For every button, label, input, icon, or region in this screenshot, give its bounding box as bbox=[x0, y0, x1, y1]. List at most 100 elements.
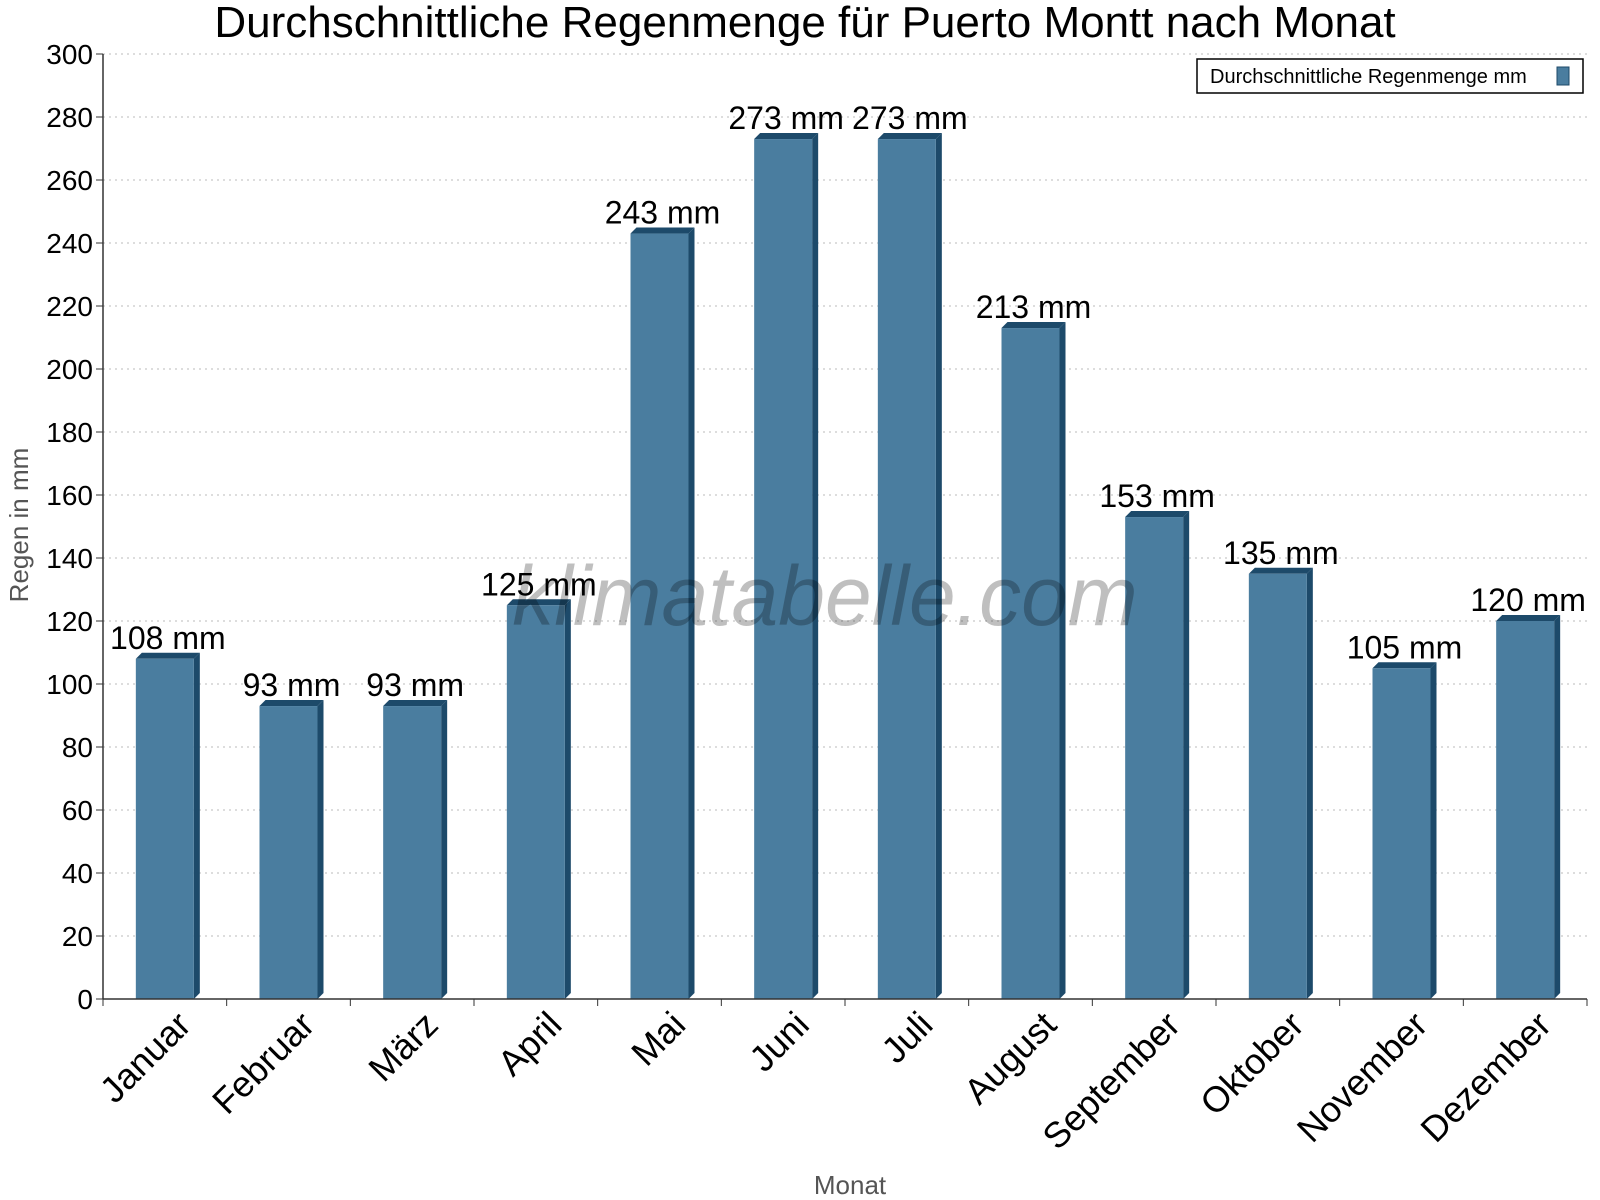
x-axis-ticks: Januar Februar März April Mai Juni Juli AugustS… bbox=[92, 999, 1588, 1157]
x-tick-label: August bbox=[956, 1004, 1064, 1112]
bar-top bbox=[1001, 322, 1066, 329]
y-tick-label: 160 bbox=[46, 480, 93, 511]
y-tick-label: 220 bbox=[46, 291, 93, 322]
x-tick-label: November bbox=[1289, 1004, 1435, 1150]
legend-swatch bbox=[1556, 66, 1570, 86]
bar-front bbox=[1125, 517, 1184, 999]
bar-front bbox=[877, 139, 936, 1000]
y-tick-label: 120 bbox=[46, 606, 93, 637]
bar-side bbox=[441, 700, 448, 999]
x-tick-label: Oktober bbox=[1192, 1004, 1312, 1124]
bar-top bbox=[630, 227, 695, 234]
bar-august: 213 mm bbox=[976, 289, 1092, 999]
bar-side bbox=[1306, 567, 1313, 999]
y-tick-label: 80 bbox=[62, 732, 93, 763]
bar-side bbox=[193, 652, 200, 999]
x-tick-label: März bbox=[360, 1004, 446, 1090]
bar-top bbox=[506, 599, 571, 606]
y-axis-ticks: 0 20 40 60 80 100 120 140 160 180 200 220 240 260 280 3… bbox=[46, 39, 103, 1015]
gridlines bbox=[103, 53, 1587, 937]
bar-top bbox=[1125, 511, 1190, 518]
bar-mai: 243 mm bbox=[605, 195, 721, 1000]
x-tick-label: Februar bbox=[204, 1004, 322, 1122]
data-label: 120 mm bbox=[1470, 582, 1586, 618]
bar-side bbox=[812, 133, 819, 1000]
y-tick-label: 280 bbox=[46, 102, 93, 133]
bar-top bbox=[1248, 567, 1313, 574]
y-tick-label: 140 bbox=[46, 543, 93, 574]
y-tick-label: 180 bbox=[46, 417, 93, 448]
bar-februar: 93 mm bbox=[243, 667, 341, 999]
data-label: 213 mm bbox=[976, 289, 1092, 325]
bar-front bbox=[383, 706, 442, 999]
bar-top bbox=[877, 133, 942, 140]
y-tick-label: 40 bbox=[62, 858, 93, 889]
bar-top bbox=[754, 133, 819, 140]
bar-front bbox=[1372, 668, 1431, 999]
bar-juli: 273 mm bbox=[852, 100, 968, 1000]
data-label: 153 mm bbox=[1099, 478, 1215, 514]
bar-juni: 273 mm bbox=[728, 100, 844, 1000]
data-label: 93 mm bbox=[366, 667, 464, 703]
bar-front bbox=[506, 605, 565, 999]
x-tick-label: Juli bbox=[873, 1004, 940, 1071]
bar-front bbox=[1248, 573, 1307, 999]
y-tick-label: 300 bbox=[46, 39, 93, 70]
x-tick-label: Januar bbox=[92, 1004, 199, 1111]
bar-side bbox=[317, 700, 324, 999]
data-label: 273 mm bbox=[728, 100, 844, 136]
bar-front bbox=[135, 658, 194, 999]
y-tick-label: 260 bbox=[46, 165, 93, 196]
bar-side bbox=[564, 599, 571, 999]
y-tick-label: 20 bbox=[62, 921, 93, 952]
bar-november: 105 mm bbox=[1347, 629, 1463, 999]
bar-side bbox=[1430, 662, 1437, 999]
data-label: 105 mm bbox=[1347, 629, 1463, 665]
bar-april: 125 mm bbox=[481, 566, 597, 999]
bar-front bbox=[1496, 621, 1555, 999]
bar-front bbox=[1001, 328, 1060, 999]
x-tick-label: Juni bbox=[741, 1004, 817, 1080]
bar-dezember: 120 mm bbox=[1470, 582, 1586, 999]
legend-box bbox=[1196, 58, 1584, 94]
x-tick-label: Dezember bbox=[1412, 1004, 1558, 1150]
y-tick-label: 240 bbox=[46, 228, 93, 259]
bar-side bbox=[688, 227, 695, 1000]
data-label: 135 mm bbox=[1223, 535, 1339, 571]
bar-januar: 108 mm bbox=[110, 620, 226, 999]
chart-title: Durchschnittliche Regenmenge für Puerto … bbox=[214, 0, 1395, 47]
bar-märz: 93 mm bbox=[366, 667, 464, 999]
bar-side bbox=[1059, 322, 1066, 999]
data-label: 108 mm bbox=[110, 620, 226, 656]
bar-top bbox=[259, 700, 324, 707]
y-tick-label: 0 bbox=[77, 984, 93, 1015]
data-label: 243 mm bbox=[605, 195, 721, 231]
bar-september: 153 mm bbox=[1099, 478, 1215, 999]
legend[interactable]: Durchschnittliche Regenmenge mm bbox=[1196, 58, 1584, 94]
bar-top bbox=[383, 700, 448, 707]
y-tick-label: 100 bbox=[46, 669, 93, 700]
y-tick-label: 200 bbox=[46, 354, 93, 385]
data-label: 273 mm bbox=[852, 100, 968, 136]
y-axis-title: Regen in mm bbox=[4, 448, 34, 603]
bar-side bbox=[1183, 511, 1190, 999]
bar-series: 108 mm 93 mm 93 mm 125 mm 243 mm 273 mm 273 mm… bbox=[110, 100, 1586, 1000]
data-label: 125 mm bbox=[481, 566, 597, 602]
x-tick-label: Mai bbox=[623, 1004, 693, 1074]
bar-top bbox=[1372, 662, 1437, 669]
x-tick-label: April bbox=[490, 1004, 570, 1084]
bar-oktober: 135 mm bbox=[1223, 535, 1339, 999]
legend-label: Durchschnittliche Regenmenge mm bbox=[1210, 66, 1527, 88]
bar-top bbox=[1496, 615, 1561, 621]
bar-side bbox=[935, 133, 942, 1000]
watermark: klimatabelle.com bbox=[512, 549, 1138, 643]
bar-front bbox=[259, 706, 318, 999]
y-tick-label: 60 bbox=[62, 795, 93, 826]
x-axis-title: Monat bbox=[814, 1170, 887, 1200]
data-label: 93 mm bbox=[243, 667, 341, 703]
bar-top bbox=[135, 652, 200, 659]
bar-front bbox=[754, 139, 813, 1000]
bar-side bbox=[1554, 615, 1561, 999]
bar-front bbox=[630, 233, 689, 1000]
